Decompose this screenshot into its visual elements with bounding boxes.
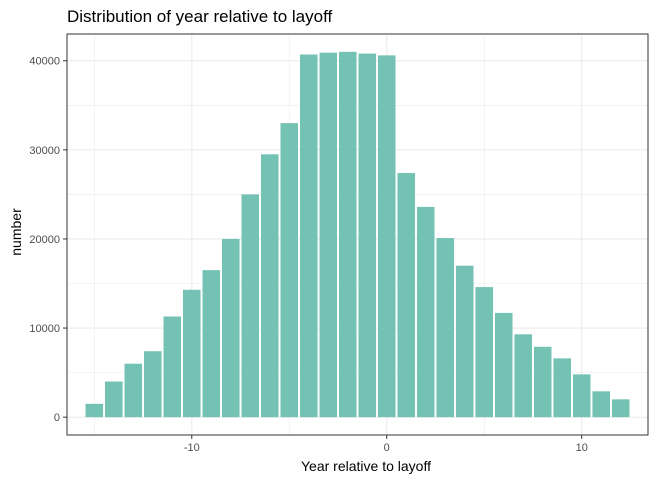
bar — [533, 346, 552, 418]
bars — [85, 51, 630, 418]
x-tick-label: -10 — [184, 442, 200, 454]
bar — [416, 206, 435, 418]
bar — [202, 270, 221, 418]
bar — [221, 238, 240, 418]
bar — [572, 374, 591, 418]
y-axis-label: number — [8, 208, 24, 256]
y-tick-label: 0 — [54, 412, 60, 424]
bar — [514, 334, 532, 418]
bar — [319, 52, 338, 418]
panel-border — [66, 33, 649, 436]
bar — [494, 312, 513, 418]
bar — [163, 316, 182, 418]
bar — [260, 154, 279, 418]
bar — [553, 358, 571, 418]
bar — [105, 381, 123, 418]
bar — [144, 351, 162, 418]
bar — [183, 289, 201, 418]
x-tick-label: 10 — [576, 442, 588, 454]
bar — [436, 238, 455, 418]
bar — [592, 391, 610, 418]
y-tick-label: 30000 — [29, 145, 60, 157]
bar — [338, 51, 357, 418]
bar — [377, 55, 396, 418]
chart-title: Distribution of year relative to layoff — [67, 7, 332, 26]
bar — [280, 123, 299, 418]
bar — [299, 54, 318, 418]
bar — [124, 363, 143, 418]
y-tick-label: 10000 — [29, 323, 60, 335]
bar — [358, 53, 377, 418]
bar — [241, 194, 260, 418]
axes: -10 0 10 0 10000 20000 30000 40000 — [29, 56, 587, 454]
x-axis-label: Year relative to layoff — [301, 458, 431, 474]
bar — [397, 173, 416, 418]
bar — [611, 399, 630, 418]
y-tick-label: 20000 — [29, 234, 60, 246]
bar — [85, 403, 104, 418]
bar — [475, 287, 494, 418]
x-tick-label: 0 — [384, 442, 390, 454]
y-tick-label: 40000 — [29, 56, 60, 68]
bar — [455, 265, 474, 418]
